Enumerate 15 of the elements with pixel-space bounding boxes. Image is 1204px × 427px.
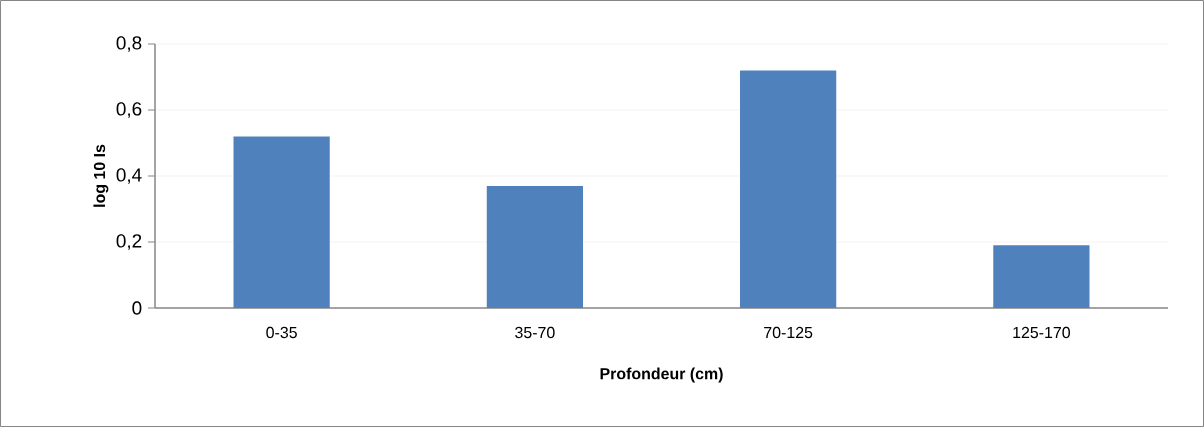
y-tick-label: 0 — [132, 301, 142, 315]
bar — [486, 185, 583, 308]
bar — [993, 245, 1090, 308]
x-tick-label: 0-35 — [266, 326, 297, 339]
y-axis-title: log 10 Is — [93, 144, 109, 207]
y-tick-label: 0,8 — [116, 36, 142, 52]
x-tick-label: 125-170 — [1013, 326, 1070, 339]
x-axis-title: Profondeur (cm) — [600, 367, 723, 383]
y-tick-label: 0,6 — [116, 102, 142, 118]
y-tick-label: 0,4 — [116, 168, 142, 184]
y-tick-label: 0,2 — [116, 234, 142, 250]
x-tick-label: 70-125 — [764, 326, 813, 339]
x-tick-label: 35-70 — [515, 326, 555, 339]
bar — [233, 136, 330, 308]
bar — [740, 70, 837, 308]
